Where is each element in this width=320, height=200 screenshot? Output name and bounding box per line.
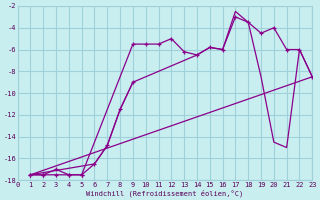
X-axis label: Windchill (Refroidissement éolien,°C): Windchill (Refroidissement éolien,°C)	[86, 189, 244, 197]
